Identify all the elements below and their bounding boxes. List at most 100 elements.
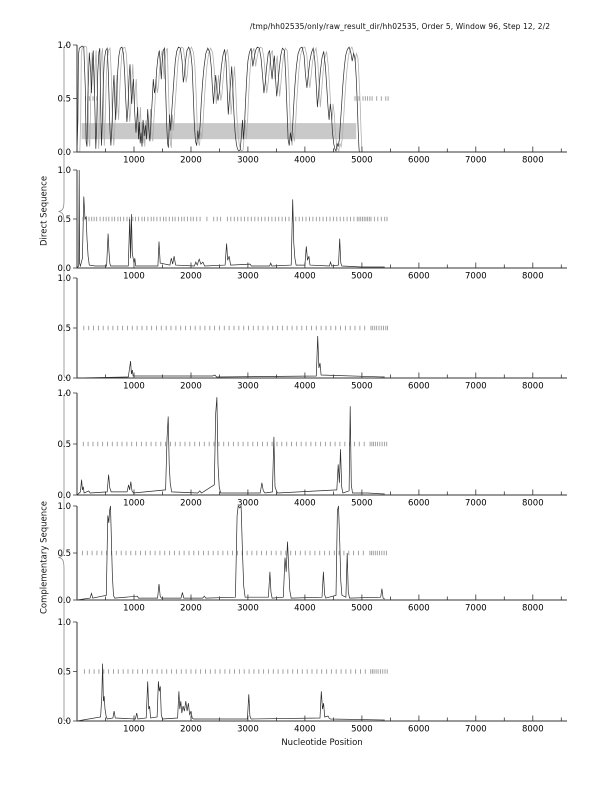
x-tick-label: 4000 [294, 382, 316, 392]
y-ticks [73, 505, 77, 601]
x-ticks [105, 262, 562, 268]
stop-codon-marks [81, 550, 387, 556]
x-tick-label: 8000 [522, 156, 544, 166]
y-ticks [73, 169, 77, 269]
coding-probability-curve [76, 45, 360, 153]
y-ticks [73, 621, 77, 722]
x-tick-label: 7000 [465, 156, 487, 166]
x-tick-label: 2000 [180, 604, 202, 614]
stop-codon-marks [82, 216, 388, 222]
x-ticks [105, 372, 562, 378]
y-tick-label: 0.0 [57, 264, 71, 274]
y-ticks [73, 44, 77, 153]
y-tick-label: 0.5 [57, 215, 71, 225]
stop-codon-marks [82, 441, 388, 447]
coding-probability-curve [76, 663, 385, 722]
plot-title: /tmp/hh02535/only/raw_result_dir/hh02535… [249, 22, 551, 31]
stop-codon-marks [83, 669, 388, 674]
panel-complementary-frame-3: 1000 2000 3000 4000 5000 6000 7000 8000 0.0 0.5 1.… [57, 618, 567, 735]
x-axis-label: Nucleotide Position [281, 738, 363, 748]
x-tick-label: 2000 [180, 156, 202, 166]
x-tick-label: 1000 [123, 272, 145, 282]
stop-codon-marks [83, 325, 388, 331]
y-tick-label: 1.0 [57, 618, 71, 628]
x-tick-label: 5000 [351, 382, 373, 392]
x-ticks [105, 594, 562, 600]
x-tick-label: 4000 [294, 499, 316, 509]
y-tick-label: 0.0 [57, 717, 71, 727]
x-tick-label: 6000 [408, 499, 430, 509]
panel-axes [76, 393, 567, 496]
x-tick-label: 8000 [522, 604, 544, 614]
x-tick-label: 7000 [465, 272, 487, 282]
panel-direct-frame-1: 1000 2000 3000 4000 5000 6000 7000 8000 0.0 0.5 1.… [57, 41, 567, 166]
y-tick-label: 1.0 [57, 502, 71, 512]
x-tick-label: 8000 [522, 272, 544, 282]
frame-plot-direct-frame-2: 1000 2000 3000 4000 5000 6000 7000 8000 0.0 0.5 1.… [57, 166, 567, 282]
x-tick-label: 8000 [522, 382, 544, 392]
x-tick-label: 2000 [180, 725, 202, 735]
y-ticks [73, 392, 77, 496]
y-tick-label: 1.0 [57, 41, 71, 51]
frame-plot-complementary-frame-3: 1000 2000 3000 4000 5000 6000 7000 8000 0.0 0.5 1.… [57, 618, 567, 735]
direct-sequence-label: Direct Sequence [39, 175, 50, 247]
x-tick-label: 2000 [180, 499, 202, 509]
x-tick-label: 2000 [180, 382, 202, 392]
x-tick-label: 3000 [237, 499, 259, 509]
y-tick-label: 0.5 [57, 95, 71, 105]
x-tick-label: 6000 [408, 156, 430, 166]
y-tick-label: 1.0 [57, 274, 71, 284]
panel-direct-frame-2: 1000 2000 3000 4000 5000 6000 7000 8000 0.0 0.5 1.… [57, 166, 567, 282]
coding-region-band [81, 123, 357, 140]
x-tick-label: 5000 [351, 725, 373, 735]
x-tick-label: 3000 [237, 604, 259, 614]
x-tick-label: 4000 [294, 604, 316, 614]
x-tick-label: 5000 [351, 272, 373, 282]
complementary-sequence-label: Complementary Sequence [39, 501, 50, 614]
x-tick-label: 6000 [408, 382, 430, 392]
x-tick-label: 3000 [237, 272, 259, 282]
coding-probability-curve [76, 335, 385, 379]
x-tick-label: 4000 [294, 272, 316, 282]
x-tick-label: 2000 [180, 272, 202, 282]
frame-plot-complementary-frame-1: 1000 2000 3000 4000 5000 6000 7000 8000 0.0 0.5 1.… [57, 389, 567, 509]
x-tick-label: 4000 [294, 156, 316, 166]
frame-plot-complementary-frame-2: 1000 2000 3000 4000 5000 6000 7000 8000 0.0 0.5 1.… [57, 502, 567, 614]
y-tick-label: 0.5 [57, 549, 71, 559]
x-tick-label: 1000 [123, 725, 145, 735]
panel-complementary-frame-1: 1000 2000 3000 4000 5000 6000 7000 8000 0.0 0.5 1.… [57, 389, 567, 509]
x-tick-label: 3000 [237, 725, 259, 735]
x-tick-label: 5000 [351, 499, 373, 509]
x-tick-label: 1000 [123, 156, 145, 166]
x-tick-label: 6000 [408, 604, 430, 614]
panel-axes [76, 278, 567, 379]
x-tick-label: 5000 [351, 156, 373, 166]
x-tick-label: 4000 [294, 725, 316, 735]
y-tick-label: 0.5 [57, 440, 71, 450]
y-tick-label: 1.0 [57, 389, 71, 399]
y-tick-label: 0.5 [57, 324, 71, 334]
y-tick-label: 0.0 [57, 491, 71, 501]
y-tick-label: 0.5 [57, 668, 71, 678]
x-tick-label: 3000 [237, 382, 259, 392]
coding-probability-curve [76, 504, 385, 601]
x-tick-label: 1000 [123, 382, 145, 392]
x-tick-label: 1000 [123, 499, 145, 509]
frame-plot-direct-frame-1: 1000 2000 3000 4000 5000 6000 7000 8000 0.0 0.5 1.… [57, 41, 567, 166]
y-tick-label: 0.0 [57, 148, 71, 158]
coding-probability-curve [76, 169, 385, 269]
x-tick-label: 1000 [123, 604, 145, 614]
x-tick-label: 7000 [465, 725, 487, 735]
x-ticks [105, 146, 562, 152]
x-tick-label: 8000 [522, 725, 544, 735]
x-ticks [105, 489, 562, 495]
x-tick-label: 8000 [522, 499, 544, 509]
panel-complementary-frame-2: 1000 2000 3000 4000 5000 6000 7000 8000 0.0 0.5 1.… [57, 502, 567, 614]
x-tick-label: 7000 [465, 604, 487, 614]
ghost-probability-curve [79, 45, 363, 153]
x-tick-label: 3000 [237, 156, 259, 166]
y-tick-label: 0.0 [57, 596, 71, 606]
x-tick-label: 5000 [351, 604, 373, 614]
x-tick-label: 7000 [465, 499, 487, 509]
frame-plot-direct-frame-3: 1000 2000 3000 4000 5000 6000 7000 8000 0.0 0.5 1.… [57, 274, 567, 392]
